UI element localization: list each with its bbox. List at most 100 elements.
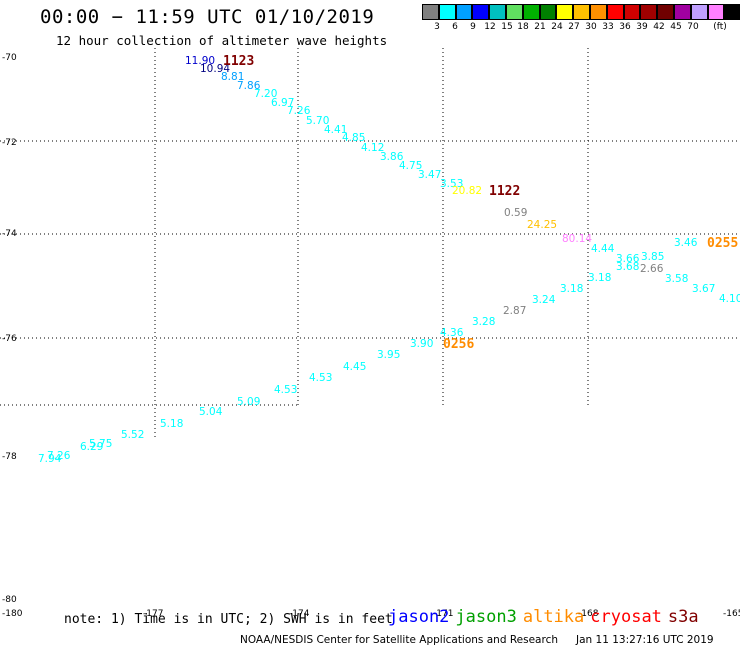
color-scale-swatch [690,4,708,20]
latitude-label: -72 [2,138,17,148]
color-scale-swatch [455,4,473,20]
wave-height-value: 3.68 [616,261,639,273]
color-scale-label: 42 [653,22,665,32]
wave-height-value: 0.59 [504,207,527,219]
wave-height-value: 3.67 [692,283,715,295]
longitude-label: -180 [2,609,23,619]
wave-height-value: 5.75 [89,438,112,450]
color-scale-swatch [623,4,641,20]
color-scale-swatch [539,4,557,20]
wave-height-value: 3.85 [641,251,664,263]
color-scale-label: 27 [568,22,580,32]
color-scale [422,4,740,20]
wave-height-value: 5.04 [199,406,223,418]
pass-time-labels: 1123 1122 0255 0256 [223,54,738,352]
color-scale-label: 39 [636,22,648,32]
color-scale-swatch [472,4,490,20]
color-scale-label: 33 [602,22,614,32]
wave-height-value: 7.94 [38,453,62,465]
color-scale-label: 36 [619,22,631,32]
color-scale-swatch [673,4,691,20]
pass-time-label: 0256 [443,337,474,352]
wave-height-value: 4.85 [342,132,365,144]
color-scale-label: 9 [470,22,476,32]
color-scale-swatch [505,4,523,20]
wave-height-value: 2.66 [640,263,664,275]
pass-time-label: 1122 [489,184,520,199]
color-scale-label: 24 [551,22,563,32]
wave-height-value: 7.86 [237,80,261,92]
color-scale-label: 70 [687,22,699,32]
units-note: note: 1) Time is in UTC; 2) SWH is in fe… [64,612,393,627]
map-subtitle: 12 hour collection of altimeter wave hei… [56,33,388,48]
color-scale-swatch [522,4,540,20]
longitude-label: -174 [289,609,310,619]
color-scale-label: 45 [670,22,682,32]
color-scale-swatch [724,4,740,20]
satellite-altika: altika [522,607,585,627]
color-scale-swatch [438,4,456,20]
latitude-label: -76 [2,334,17,344]
latitude-label: -70 [2,53,17,63]
wave-height-value: 4.12 [361,142,384,154]
color-scale-label: 30 [585,22,597,32]
longitude-label: -168 [578,609,599,619]
wave-height-value: 8.81 [221,71,244,83]
color-scale-label: 15 [501,22,513,32]
wave-height-value: 5.18 [160,418,183,430]
color-scale-label: 3 [434,22,440,32]
latitude-label: -74 [2,229,17,239]
wave-height-value: 3.90 [410,338,433,350]
satellite-cryosat: cryosat [590,607,662,627]
color-scale-swatch [606,4,624,20]
longitude-label: -171 [433,609,453,619]
color-scale-swatch [573,4,590,20]
wave-height-value: 4.10 [719,293,740,305]
wave-height-value: 4.53 [309,372,332,384]
latitude-label: -80 [2,595,17,605]
color-scale-labels: 3 6 9 12 15 18 21 24 27 30 33 36 39 42 45 70 (ft) [422,22,740,36]
wave-height-value: 3.46 [674,237,698,249]
wave-height-value: 3.66 [616,253,640,265]
color-scale-label: 21 [534,22,546,32]
wave-height-value: 6.97 [271,97,294,109]
wave-height-observations: 11.9010.948.817.867.206.977.265.704.414.… [38,55,740,465]
wave-height-value: 3.95 [377,349,400,361]
color-scale-swatch [657,4,674,20]
wave-height-value: 3.18 [588,272,611,284]
wave-height-value: 3.58 [665,273,688,285]
wave-height-value: 7.20 [254,88,277,100]
wave-height-value: 2.87 [503,305,526,317]
wave-height-value: 3.47 [418,169,441,181]
map-grid [0,48,740,440]
color-scale-label: 18 [517,22,529,32]
wave-height-value: 3.24 [532,294,556,306]
wave-height-value: 10.94 [200,63,230,75]
satellite-jason3: jason3 [455,607,517,627]
pass-time-label: 0255 [707,236,738,251]
color-scale-label: 6 [452,22,458,32]
wave-height-value: 7.26 [47,450,71,462]
color-scale-unit: (ft) [713,22,727,32]
wave-height-value: 20.82 [452,185,482,197]
axis-labels: -70 -72 -74 -76 -78 -80 -180 -177 -174 -171 -168 -1… [2,53,740,619]
longitude-label: -165 [723,609,740,619]
color-scale-swatch [556,4,574,20]
satellite-jason2: jason2 [388,607,450,627]
longitude-label: -177 [143,609,163,619]
wave-height-value: 24.25 [527,219,557,231]
wave-height-value: 5.52 [121,429,144,441]
map-title: 00:00 − 11:59 UTC 01/10/2019 [40,6,375,28]
satellite-s3a: s3a [667,607,699,627]
color-scale-swatch [589,4,607,20]
satellite-legend: jason2 jason3 altika cryosat s3a [388,607,705,627]
wave-height-value: 4.45 [343,361,366,373]
wave-height-value: 3.28 [472,316,495,328]
wave-height-value: 6.29 [80,441,103,453]
pass-time-label: 1123 [223,54,254,69]
wave-height-value: 7.26 [287,105,311,117]
wave-height-value: 4.41 [324,124,347,136]
wave-height-value: 4.53 [274,384,297,396]
wave-height-value: 5.70 [306,115,329,127]
